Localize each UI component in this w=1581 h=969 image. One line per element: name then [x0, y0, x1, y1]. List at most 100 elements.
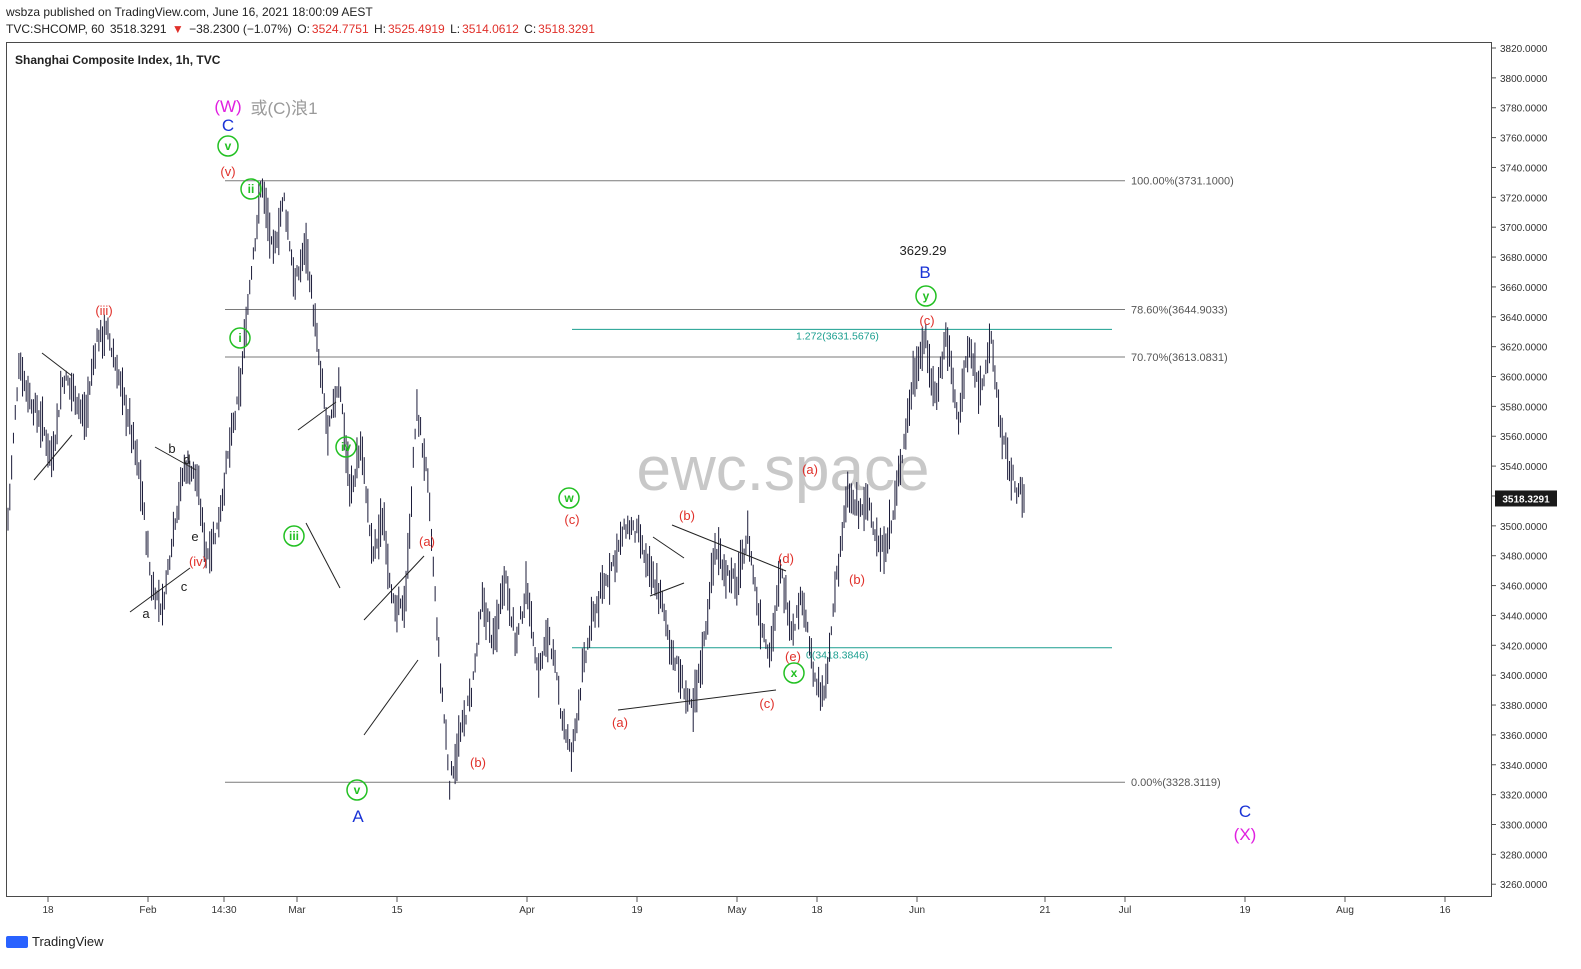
fib-level-label: 78.60%(3644.9033): [1131, 304, 1228, 316]
y-tick-label: 3660.0000: [1500, 283, 1548, 294]
x-tick-label: 19: [631, 905, 643, 916]
symbol-quote-line: TVC:SHCOMP, 60 3518.3291 ▼ −38.2300 (−1.…: [6, 22, 597, 36]
wave-label-circle: [558, 487, 580, 509]
symbol[interactable]: TVC:SHCOMP, 60: [6, 22, 105, 36]
wave-label: (e): [785, 649, 801, 664]
wave-label-circle: [783, 662, 805, 684]
y-tick-label: 3440.0000: [1500, 611, 1548, 622]
wave-label: C: [1239, 802, 1251, 821]
x-tick-label: Apr: [519, 905, 535, 916]
wave-label: iii: [289, 529, 299, 543]
y-tick-label: 3260.0000: [1500, 880, 1548, 891]
wave-label: y: [923, 289, 930, 303]
wave-label: v: [354, 783, 361, 797]
low-label: L:: [450, 22, 461, 36]
down-arrow-icon: ▼: [171, 22, 184, 36]
wave-label-circle: [240, 178, 262, 200]
teal-level-label: 1.272(3631.5676): [796, 330, 879, 342]
wave-label: (b): [470, 755, 486, 770]
trendline: [363, 555, 425, 621]
y-tick-label: 3600.0000: [1500, 373, 1548, 384]
y-tick-label: 3740.0000: [1500, 163, 1548, 174]
wave-label: 或(C)浪1: [250, 99, 317, 118]
wave-label: C: [222, 116, 234, 135]
y-tick-label: 3360.0000: [1500, 731, 1548, 742]
y-tick-label: 3700.0000: [1500, 223, 1548, 234]
tradingview-logo-icon: [6, 935, 28, 948]
y-tick-label: 3720.0000: [1500, 193, 1548, 204]
high-label: H:: [373, 22, 386, 36]
trendline: [617, 689, 777, 711]
wave-label: B: [919, 263, 930, 282]
wave-label: x: [791, 666, 798, 680]
y-tick-label: 3800.0000: [1500, 74, 1548, 85]
wave-label: (iii): [95, 303, 112, 318]
x-tick-label: Aug: [1336, 905, 1354, 916]
watermark: ewc.space: [637, 435, 930, 504]
high-value: 3525.4919: [387, 22, 445, 36]
y-tick-label: 3480.0000: [1500, 552, 1548, 563]
chart-title: Shanghai Composite Index, 1h, TVC: [15, 53, 221, 67]
wave-label: ii: [248, 182, 255, 196]
wave-label: e: [191, 529, 198, 544]
fib-level-label: 70.70%(3613.0831): [1131, 352, 1228, 364]
y-tick-label: 3400.0000: [1500, 671, 1548, 682]
chart-frame[interactable]: [6, 42, 1492, 897]
last-price-tag-label: 3518.3291: [1502, 494, 1550, 505]
open-label: O:: [297, 22, 310, 36]
wave-label: b: [168, 441, 175, 456]
trendline: [363, 659, 419, 736]
y-tick-label: 3780.0000: [1500, 104, 1548, 115]
y-tick-label: 3580.0000: [1500, 402, 1548, 413]
trendline: [671, 524, 787, 572]
fib-level-label: 100.00%(3731.1000): [1131, 176, 1234, 188]
wave-label-circle: [346, 779, 368, 801]
wave-label: c: [181, 579, 188, 594]
wave-label: (c): [759, 696, 774, 711]
x-tick-label: 14:30: [211, 905, 236, 916]
y-tick-label: 3820.0000: [1500, 44, 1548, 55]
x-tick-label: 18: [811, 905, 823, 916]
wave-label: (a): [802, 462, 818, 477]
footer-brand-label: TradingView: [32, 934, 104, 949]
x-tick-label: 21: [1039, 905, 1051, 916]
close-value: 3518.3291: [538, 22, 595, 36]
wave-label: v: [225, 139, 232, 153]
wave-label: (iv): [189, 554, 207, 569]
y-tick-label: 3760.0000: [1500, 134, 1548, 145]
trendline: [129, 567, 191, 613]
trendline: [154, 446, 197, 471]
wave-label-circle: [915, 285, 937, 307]
wave-label-circle: [283, 525, 305, 547]
y-tick-label: 3620.0000: [1500, 343, 1548, 354]
open-value: 3524.7751: [311, 22, 369, 36]
y-tick-label: 3640.0000: [1500, 313, 1548, 324]
y-tick-label: 3540.0000: [1500, 462, 1548, 473]
wave-label: (b): [849, 572, 865, 587]
wave-label: 3629.29: [900, 243, 947, 258]
wave-label: w: [563, 491, 574, 505]
y-tick-label: 3340.0000: [1500, 761, 1548, 772]
wave-label: (d): [778, 551, 794, 566]
x-tick-label: 19: [1239, 905, 1251, 916]
wave-label-circle: [335, 436, 357, 458]
footer-brand[interactable]: TradingView: [6, 934, 104, 949]
trendline: [33, 434, 73, 481]
wave-label: (b): [679, 508, 695, 523]
wave-label: (W): [214, 97, 241, 116]
wave-label: i: [238, 331, 241, 345]
y-tick-label: 3380.0000: [1500, 701, 1548, 712]
wave-label-circle: [217, 135, 239, 157]
publisher-line: wsbza published on TradingView.com, June…: [6, 5, 373, 19]
teal-level-label: 0(3418.3846): [806, 650, 868, 662]
x-tick-label: Jul: [1119, 905, 1132, 916]
wave-label: a: [142, 606, 150, 621]
candles-group: [7, 178, 1025, 800]
wave-label: (a): [419, 534, 435, 549]
close-label: C:: [524, 22, 537, 36]
trendline: [652, 536, 685, 559]
x-tick-label: 15: [391, 905, 403, 916]
low-value: 3514.0612: [462, 22, 519, 36]
wave-label: (c): [564, 512, 579, 527]
